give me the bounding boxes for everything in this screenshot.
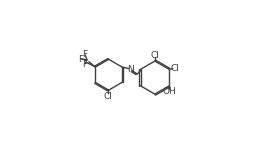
Text: F: F: [82, 50, 87, 59]
Text: OH: OH: [163, 87, 177, 96]
Text: Cl: Cl: [150, 51, 159, 60]
Text: Cl: Cl: [104, 92, 112, 100]
Text: F: F: [78, 55, 84, 64]
Text: N: N: [127, 65, 134, 74]
Text: Cl: Cl: [171, 64, 180, 73]
Text: F: F: [82, 60, 87, 69]
